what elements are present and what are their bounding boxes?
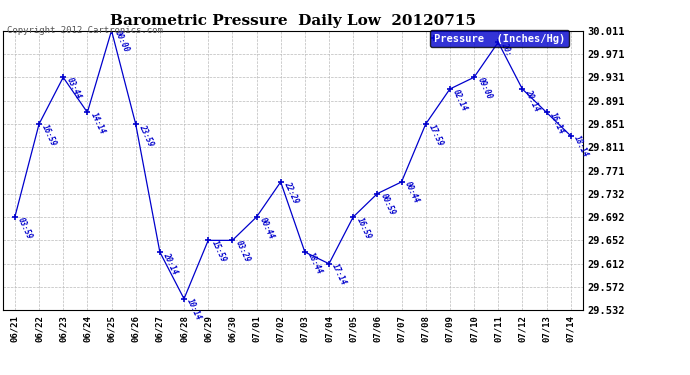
Text: 03:44: 03:44 bbox=[65, 76, 83, 101]
Text: 15:59: 15:59 bbox=[210, 239, 228, 264]
Text: 20:14: 20:14 bbox=[524, 88, 542, 112]
Text: Copyright 2012 Cartronics.com: Copyright 2012 Cartronics.com bbox=[7, 26, 163, 35]
Pressure  (Inches/Hg) bbox=[11, 215, 19, 219]
Pressure  (Inches/Hg) bbox=[59, 75, 68, 80]
Text: 18:44: 18:44 bbox=[306, 251, 324, 275]
Text: 23:59: 23:59 bbox=[137, 123, 155, 147]
Legend: Pressure  (Inches/Hg): Pressure (Inches/Hg) bbox=[431, 30, 569, 48]
Pressure  (Inches/Hg) bbox=[470, 75, 478, 80]
Text: 09:00: 09:00 bbox=[475, 76, 493, 101]
Pressure  (Inches/Hg) bbox=[83, 110, 92, 115]
Text: 00:44: 00:44 bbox=[258, 216, 276, 240]
Line: Pressure  (Inches/Hg): Pressure (Inches/Hg) bbox=[12, 27, 574, 302]
Text: 16:14: 16:14 bbox=[548, 111, 566, 136]
Pressure  (Inches/Hg) bbox=[518, 87, 526, 91]
Text: 22:29: 22:29 bbox=[282, 180, 300, 205]
Pressure  (Inches/Hg) bbox=[349, 215, 357, 219]
Text: 20:: 20: bbox=[500, 41, 513, 57]
Text: 20:14: 20:14 bbox=[161, 251, 179, 275]
Text: 03:29: 03:29 bbox=[234, 239, 252, 264]
Pressure  (Inches/Hg) bbox=[422, 122, 430, 126]
Text: 00:44: 00:44 bbox=[403, 180, 421, 205]
Pressure  (Inches/Hg) bbox=[494, 40, 502, 45]
Pressure  (Inches/Hg) bbox=[397, 180, 406, 184]
Pressure  (Inches/Hg) bbox=[228, 238, 237, 243]
Pressure  (Inches/Hg) bbox=[373, 191, 382, 196]
Text: 14:14: 14:14 bbox=[89, 111, 107, 136]
Pressure  (Inches/Hg) bbox=[566, 134, 575, 138]
Text: 18:14: 18:14 bbox=[572, 134, 590, 159]
Pressure  (Inches/Hg) bbox=[132, 122, 140, 126]
Text: 00:59: 00:59 bbox=[379, 192, 397, 217]
Pressure  (Inches/Hg) bbox=[301, 250, 309, 254]
Text: 16:59: 16:59 bbox=[355, 216, 373, 240]
Text: 10:14: 10:14 bbox=[186, 297, 204, 322]
Text: 16:59: 16:59 bbox=[41, 123, 59, 147]
Pressure  (Inches/Hg) bbox=[446, 87, 454, 91]
Pressure  (Inches/Hg) bbox=[204, 238, 213, 243]
Text: 17:14: 17:14 bbox=[331, 262, 348, 287]
Text: 00:00: 00:00 bbox=[113, 29, 131, 54]
Text: 02:14: 02:14 bbox=[451, 88, 469, 112]
Title: Barometric Pressure  Daily Low  20120715: Barometric Pressure Daily Low 20120715 bbox=[110, 14, 476, 28]
Pressure  (Inches/Hg) bbox=[156, 250, 164, 254]
Text: 03:59: 03:59 bbox=[17, 216, 34, 240]
Pressure  (Inches/Hg) bbox=[253, 215, 261, 219]
Text: 17:59: 17:59 bbox=[427, 123, 445, 147]
Pressure  (Inches/Hg) bbox=[277, 180, 285, 184]
Pressure  (Inches/Hg) bbox=[180, 297, 188, 301]
Pressure  (Inches/Hg) bbox=[108, 28, 116, 33]
Pressure  (Inches/Hg) bbox=[35, 122, 43, 126]
Pressure  (Inches/Hg) bbox=[542, 110, 551, 115]
Pressure  (Inches/Hg) bbox=[325, 261, 333, 266]
